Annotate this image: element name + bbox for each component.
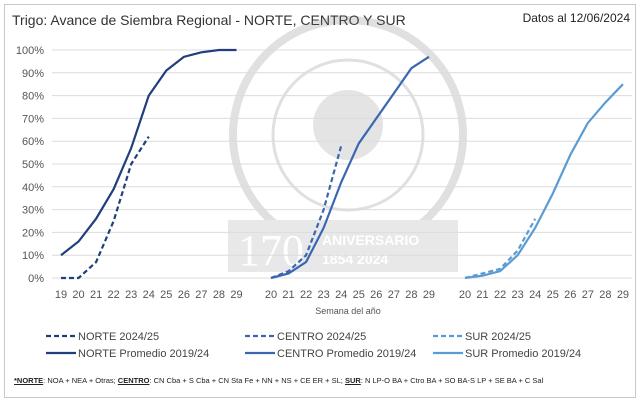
x-tick-label: 22	[108, 289, 120, 301]
y-tick-label: 60%	[22, 136, 44, 148]
x-tick-label: 20	[265, 289, 277, 301]
x-tick-label: 29	[423, 289, 435, 301]
x-tick-label: 27	[388, 289, 400, 301]
y-tick-label: 10%	[22, 250, 44, 262]
chart-title: Trigo: Avance de Siembra Regional - NORT…	[12, 12, 406, 28]
footnote-sur-text: : N LP-O BA + Ctro BA + SO BA-S LP + SE …	[360, 376, 544, 385]
series-line-norte-promedio-2019-24	[60, 48, 237, 257]
x-tick-label: 19	[55, 289, 67, 301]
x-tick-label: 23	[512, 289, 524, 301]
legend-label: CENTRO 2024/25	[277, 331, 366, 343]
legend-label: CENTRO Promedio 2019/24	[277, 348, 416, 360]
x-tick-label: 24	[529, 289, 541, 301]
x-tick-label: 28	[599, 289, 611, 301]
x-tick-label: 23	[318, 289, 330, 301]
x-tick-label: 26	[564, 289, 576, 301]
x-tick-label: 20	[72, 289, 84, 301]
footnote-sur-label: SUR	[344, 376, 361, 385]
x-tick-label: 26	[370, 289, 382, 301]
series-line-centro-promedio-2019-24	[270, 55, 430, 280]
x-tick-label: 28	[405, 289, 417, 301]
x-tick-label: 21	[282, 289, 294, 301]
footnote: *NORTE: NOA + NEA + Otras; CENTRO: CN Cb…	[14, 376, 543, 385]
legend-label: NORTE Promedio 2019/24	[78, 348, 209, 360]
y-tick-label: 40%	[22, 182, 44, 194]
watermark-years: 1854 2024	[322, 251, 388, 267]
x-tick-label: 25	[160, 289, 172, 301]
x-tick-label: 24	[335, 289, 347, 301]
chart-frame	[4, 4, 636, 398]
y-tick-label: 70%	[22, 113, 44, 125]
x-tick-label: 22	[494, 289, 506, 301]
x-tick-label: 29	[230, 289, 242, 301]
x-tick-label: 25	[547, 289, 559, 301]
data-date: Datos al 12/06/2024	[522, 11, 630, 25]
footnote-norte-label: *NORTE	[14, 376, 44, 385]
legend-label: SUR Promedio 2019/24	[465, 348, 581, 360]
y-tick-label: 90%	[22, 68, 44, 80]
series-line-sur-2024-25	[464, 218, 537, 280]
x-tick-label: 21	[90, 289, 102, 301]
series-line-sur-promedio-2019-24	[464, 83, 624, 280]
y-tick-label: 50%	[22, 159, 44, 171]
y-tick-label: 30%	[22, 205, 44, 217]
x-tick-label: 29	[617, 289, 629, 301]
x-tick-label: 22	[300, 289, 312, 301]
x-tick-label: 28	[213, 289, 225, 301]
x-tick-label: 26	[178, 289, 190, 301]
y-tick-label: 20%	[22, 227, 44, 239]
legend-label: SUR 2024/25	[465, 331, 531, 343]
x-axis-label: Semana del año	[315, 306, 381, 316]
y-tick-label: 80%	[22, 91, 44, 103]
legend-label: NORTE 2024/25	[78, 331, 159, 343]
y-tick-label: 100%	[16, 45, 44, 57]
x-tick-label: 27	[582, 289, 594, 301]
x-tick-label: 23	[125, 289, 137, 301]
watermark-number: 170	[238, 226, 304, 275]
x-tick-label: 27	[195, 289, 207, 301]
y-tick-label: 0%	[28, 273, 44, 285]
x-tick-label: 24	[143, 289, 155, 301]
footnote-norte-text: : NOA + NEA + Otras;	[43, 376, 118, 385]
footnote-centro-label: CENTRO	[117, 376, 150, 385]
series-line-norte-2024-25	[61, 136, 150, 280]
x-tick-label: 25	[353, 289, 365, 301]
footnote-centro-text: : CN Cba + S Cba + CN Sta Fe + NN + NS +…	[149, 376, 345, 385]
x-tick-label: 21	[476, 289, 488, 301]
watermark-anniv: ANIVERSARIO	[322, 232, 419, 248]
x-tick-label: 20	[459, 289, 471, 301]
